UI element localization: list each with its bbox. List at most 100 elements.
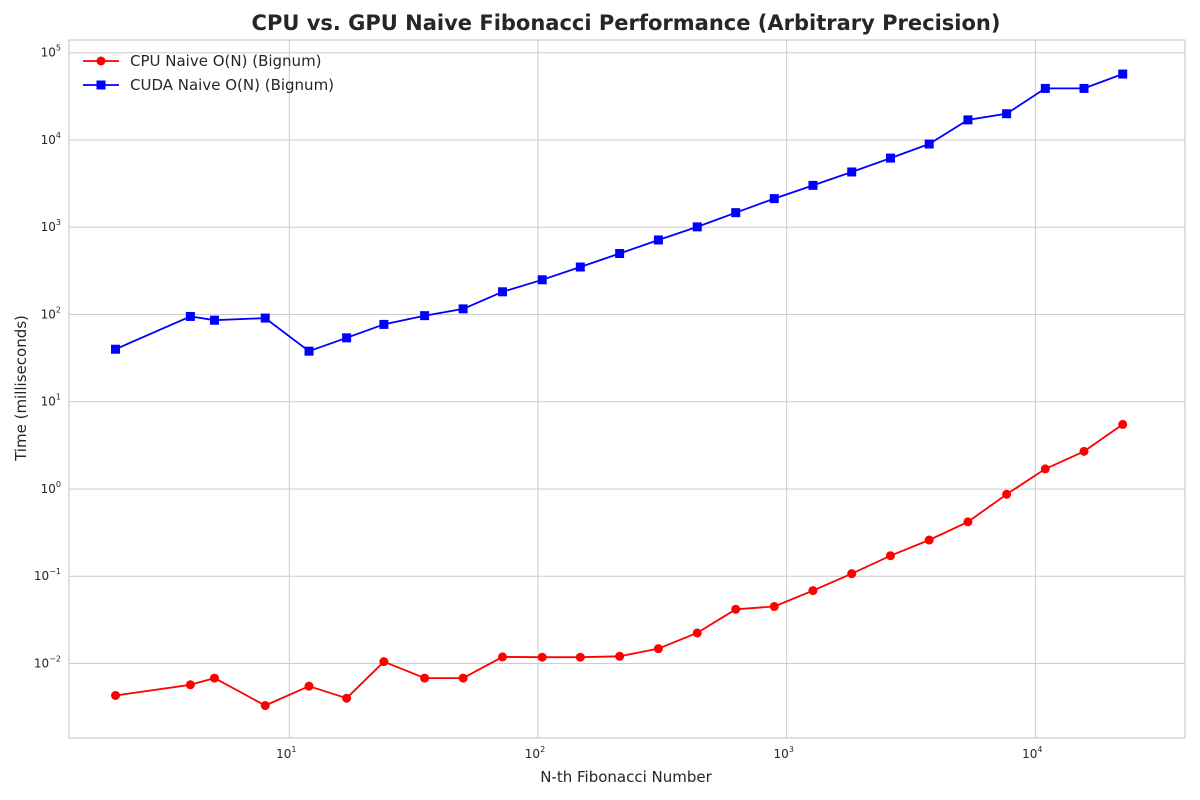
x-tick-label: 103 (773, 745, 793, 761)
y-tick-base: 10 (41, 46, 56, 60)
data-point (379, 657, 389, 667)
data-point (615, 651, 625, 661)
x-tick-base: 10 (525, 747, 540, 761)
y-tick-base: 10 (41, 307, 56, 321)
data-point (924, 535, 934, 545)
legend-marker (96, 80, 106, 90)
series-line (115, 423, 1124, 707)
legend: CPU Naive O(N) (Bignum) CUDA Naive O(N) (… (83, 52, 334, 94)
y-tick-label: 100 (41, 480, 61, 496)
data-point (692, 222, 702, 232)
data-point (731, 208, 741, 218)
y-tick-exponent: 4 (56, 131, 61, 140)
y-tick-base: 10 (41, 220, 56, 234)
y-tick-label: 10−2 (34, 654, 61, 670)
y-axis-label: Time (milliseconds) (12, 315, 30, 462)
y-tick-label: 103 (41, 218, 61, 234)
x-tick-label: 104 (1022, 745, 1042, 761)
data-point (963, 517, 973, 527)
x-tick-exponent: 4 (1037, 745, 1042, 754)
data-point (692, 628, 702, 638)
y-tick-exponent: 0 (56, 480, 61, 489)
data-point (1040, 83, 1050, 93)
x-tick-base: 10 (276, 747, 291, 761)
legend-label: CUDA Naive O(N) (Bignum) (130, 76, 334, 94)
data-point (185, 680, 195, 690)
x-tick-base: 10 (1022, 747, 1037, 761)
legend-item: CUDA Naive O(N) (Bignum) (83, 76, 334, 94)
x-tick-label: 102 (525, 745, 545, 761)
x-tick-exponent: 3 (789, 745, 794, 754)
x-axis-label: N-th Fibonacci Number (540, 768, 712, 786)
y-tick-exponent: 1 (56, 393, 61, 402)
y-tick-label: 10−1 (34, 567, 61, 583)
y-tick-base: 10 (41, 133, 56, 147)
data-point (731, 604, 741, 614)
data-point (537, 275, 547, 285)
data-point (209, 315, 219, 325)
data-point (458, 673, 468, 683)
data-point (260, 701, 270, 711)
x-tick-exponent: 1 (291, 745, 296, 754)
data-point (769, 602, 779, 612)
data-point (304, 346, 314, 356)
y-tick-exponent: 5 (56, 44, 61, 53)
data-point (185, 311, 195, 321)
y-tick-exponent: 2 (56, 305, 61, 314)
data-point (808, 180, 818, 190)
data-point (1118, 419, 1128, 429)
data-point (342, 693, 352, 703)
series-line (115, 73, 1124, 353)
data-point (1040, 464, 1050, 474)
y-tick-label: 104 (41, 131, 61, 147)
data-point (498, 287, 508, 297)
data-point (885, 551, 895, 561)
data-point (498, 652, 508, 662)
series-cpu (111, 419, 1128, 711)
data-point (379, 319, 389, 329)
y-tick-base: 10 (34, 656, 49, 670)
data-point (847, 569, 857, 579)
legend-item: CPU Naive O(N) (Bignum) (83, 52, 322, 70)
data-point (111, 690, 121, 700)
chart-title: CPU vs. GPU Naive Fibonacci Performance … (252, 11, 1001, 35)
grid-layer (69, 40, 1185, 738)
y-tick-exponent: 3 (56, 218, 61, 227)
data-point (653, 235, 663, 245)
x-tick-base: 10 (773, 747, 788, 761)
data-point (111, 344, 121, 354)
data-point (847, 167, 857, 177)
x-tick-labels: 101 102 103 104 (276, 745, 1042, 761)
series-cuda (111, 69, 1128, 356)
x-tick-label: 101 (276, 745, 296, 761)
data-point (1002, 109, 1012, 119)
data-point (420, 311, 430, 321)
y-tick-exponent: −1 (49, 567, 61, 576)
y-tick-base: 10 (41, 482, 56, 496)
y-tick-base: 10 (34, 569, 49, 583)
data-point (653, 644, 663, 654)
data-point (342, 333, 352, 343)
data-point (575, 262, 585, 272)
data-point (420, 673, 430, 683)
data-point (304, 681, 314, 691)
data-point (924, 139, 934, 149)
legend-marker (96, 56, 106, 66)
data-point (575, 652, 585, 662)
data-point (260, 313, 270, 323)
data-point (963, 115, 973, 125)
data-point (615, 249, 625, 259)
plot-frame (68, 39, 1186, 739)
data-point (1079, 446, 1089, 456)
y-tick-label: 105 (41, 44, 61, 60)
data-point (458, 304, 468, 314)
y-tick-base: 10 (41, 395, 56, 409)
legend-label: CPU Naive O(N) (Bignum) (130, 52, 322, 70)
data-point (1118, 69, 1128, 79)
data-point (885, 153, 895, 163)
y-tick-label: 101 (41, 393, 61, 409)
data-point (1002, 489, 1012, 499)
